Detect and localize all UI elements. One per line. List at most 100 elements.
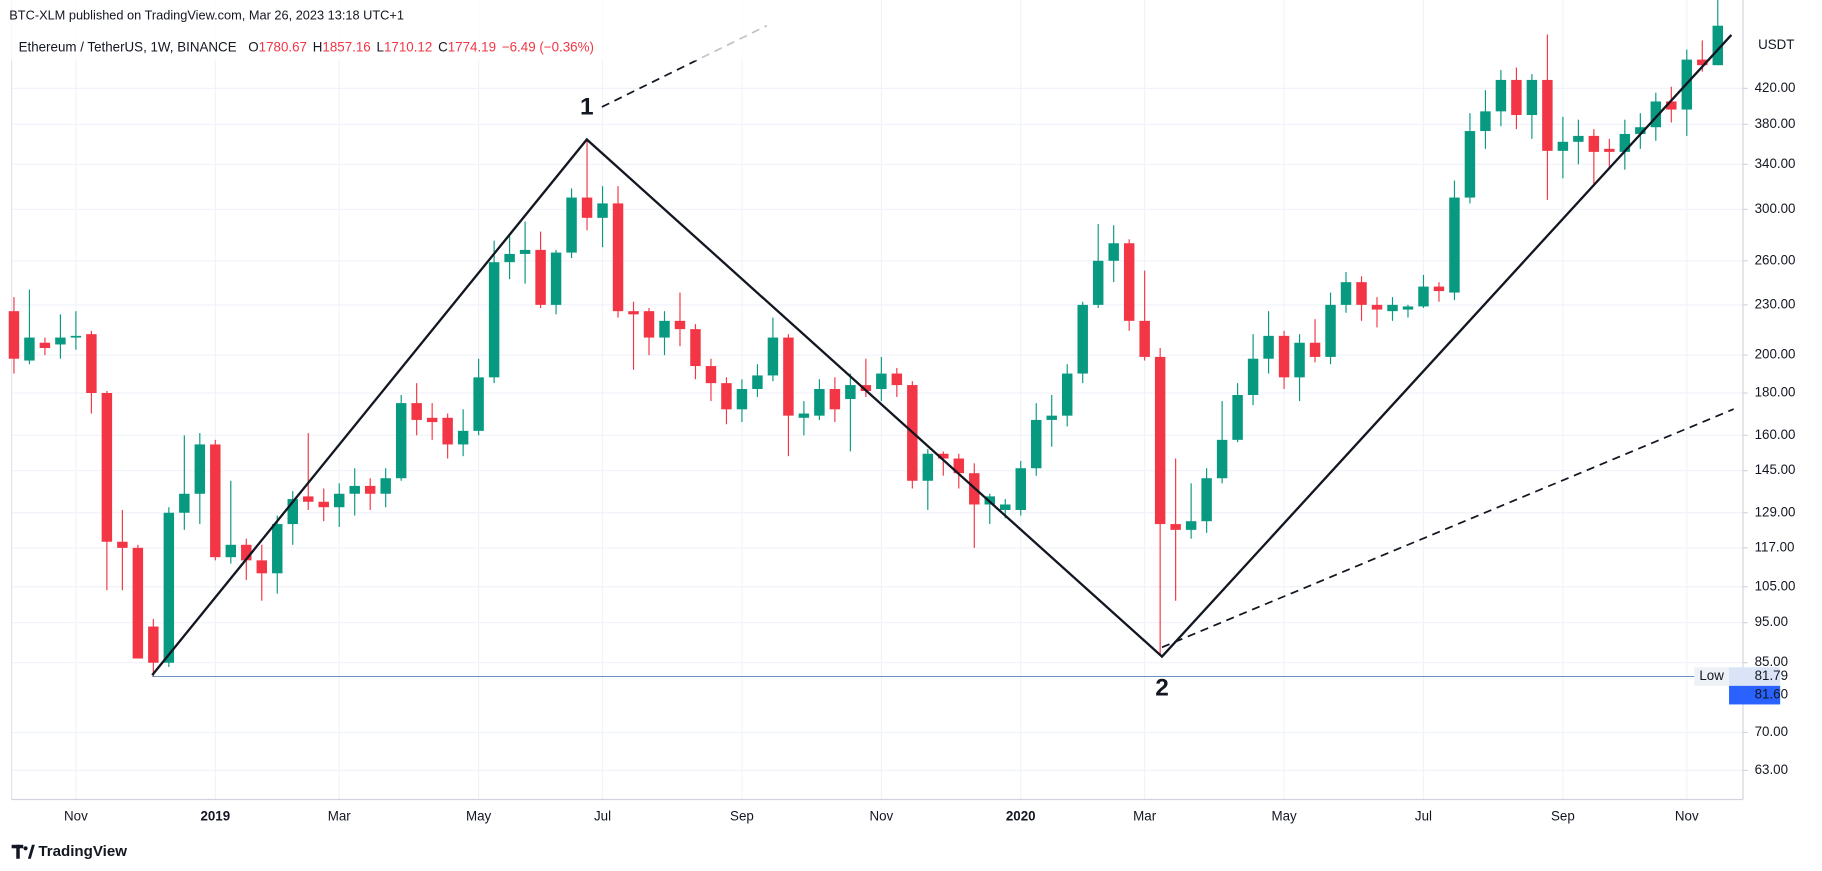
candle-body [1340,282,1352,305]
candle-body [1650,101,1662,128]
x-tick-label: Mar [1133,808,1157,823]
candle-body [24,337,35,361]
x-tick-label: Nov [64,808,88,823]
candle-body [179,493,190,513]
candle-body [550,252,562,305]
candle-body [1588,135,1600,152]
ohlc-key: C [438,39,448,54]
y-tick-label: 129.00 [1755,504,1796,519]
candle-body [1433,286,1445,292]
candle-body [922,453,934,481]
candle-body [860,385,872,391]
ohlc-key: L [377,39,384,54]
candle-body [1061,373,1073,416]
ohlc-value: 1780.67 [259,39,307,54]
candle-body [194,444,206,494]
ohlc-value: 1774.19 [448,39,496,54]
candle-body [1247,358,1259,395]
candle-body [1015,468,1026,510]
candle-body [1201,478,1212,522]
y-tick-label: 117.00 [1755,539,1795,554]
candle-body [953,458,965,474]
candle-body [1604,148,1615,152]
last-price: 81.60 [1755,687,1788,702]
ohlc-key: O [248,39,258,54]
candle-body [210,444,221,558]
candle-body [395,403,407,479]
candle-body [364,485,376,494]
symbol-line: Ethereum / TetherUS, 1W, BINANCE O1780.67… [19,39,594,54]
candle-body [70,335,82,338]
logo-part [27,844,35,859]
y-tick-label: 260.00 [1755,252,1796,267]
change: −6.49 (−0.36%) [502,39,594,54]
candle-body [1557,141,1569,151]
candle-body [938,453,949,459]
x-tick-label: May [1271,808,1297,823]
candle-body [1697,59,1708,66]
candle-body [1542,79,1553,151]
candle-body [318,501,329,508]
annotation-label: 1 [580,94,594,121]
candle-body [1449,197,1460,293]
y-tick-label: 340.00 [1755,156,1796,171]
candle-body [690,329,701,367]
candle-body [1232,394,1243,440]
candle-body [1123,243,1135,321]
candle-body [457,430,469,445]
y-tick-label: 85.00 [1755,654,1788,669]
candle-body [1294,342,1305,378]
candle-body [39,342,51,348]
candle-body [1356,282,1367,305]
candle-body [1108,243,1119,261]
y-tick-label: 230.00 [1755,296,1796,311]
candle-body [163,512,175,663]
candle-body [1092,260,1104,305]
candle-body [1031,419,1042,469]
candle-body [1325,304,1336,357]
candle-body [117,541,128,548]
candle-body [1046,415,1057,420]
candle-body [287,499,298,525]
dashed-line [601,24,768,108]
candle-body [752,375,763,390]
x-tick-label: 2020 [1006,808,1036,823]
candle-body [705,366,717,384]
low-tag-bg [1694,667,1730,686]
candle-body [845,385,856,400]
candle-body [1371,304,1383,310]
ohlc-value: 1857.16 [322,39,370,54]
low-price: 81.79 [1755,668,1788,683]
symbol: Ethereum / TetherUS, 1W, BINANCE [19,39,237,54]
candle-body [333,493,345,508]
candle-body [1263,335,1274,359]
candle-body [736,389,748,410]
candle-body [101,392,113,542]
x-tick-label: Mar [328,808,352,823]
candle-body [241,544,252,561]
candle-body [86,334,97,393]
candle-body [1526,79,1538,116]
candle-body [148,626,159,663]
y-tick-label: 420.00 [1755,80,1796,95]
candle-body [1495,79,1507,112]
logo-part [16,844,20,859]
x-tick-label: Sep [730,808,754,823]
candle-body [814,389,825,416]
x-tick-label: 2019 [200,808,230,823]
grid [11,0,1743,800]
candle-body [1278,335,1290,378]
candle-body [1464,131,1476,198]
candle-body [643,311,655,338]
candle-body [225,544,237,558]
trend-line [151,34,1733,676]
axis: 63.0070.0085.0095.00105.00117.00129.0014… [64,80,1795,824]
ohlc-key: H [313,39,323,54]
ohlc-value: 1710.12 [384,39,432,54]
candle-body [272,524,283,574]
candle-body [1000,504,1011,510]
x-tick-label: Nov [1675,808,1699,823]
footer-logo [11,844,35,859]
logo-part [23,846,28,851]
